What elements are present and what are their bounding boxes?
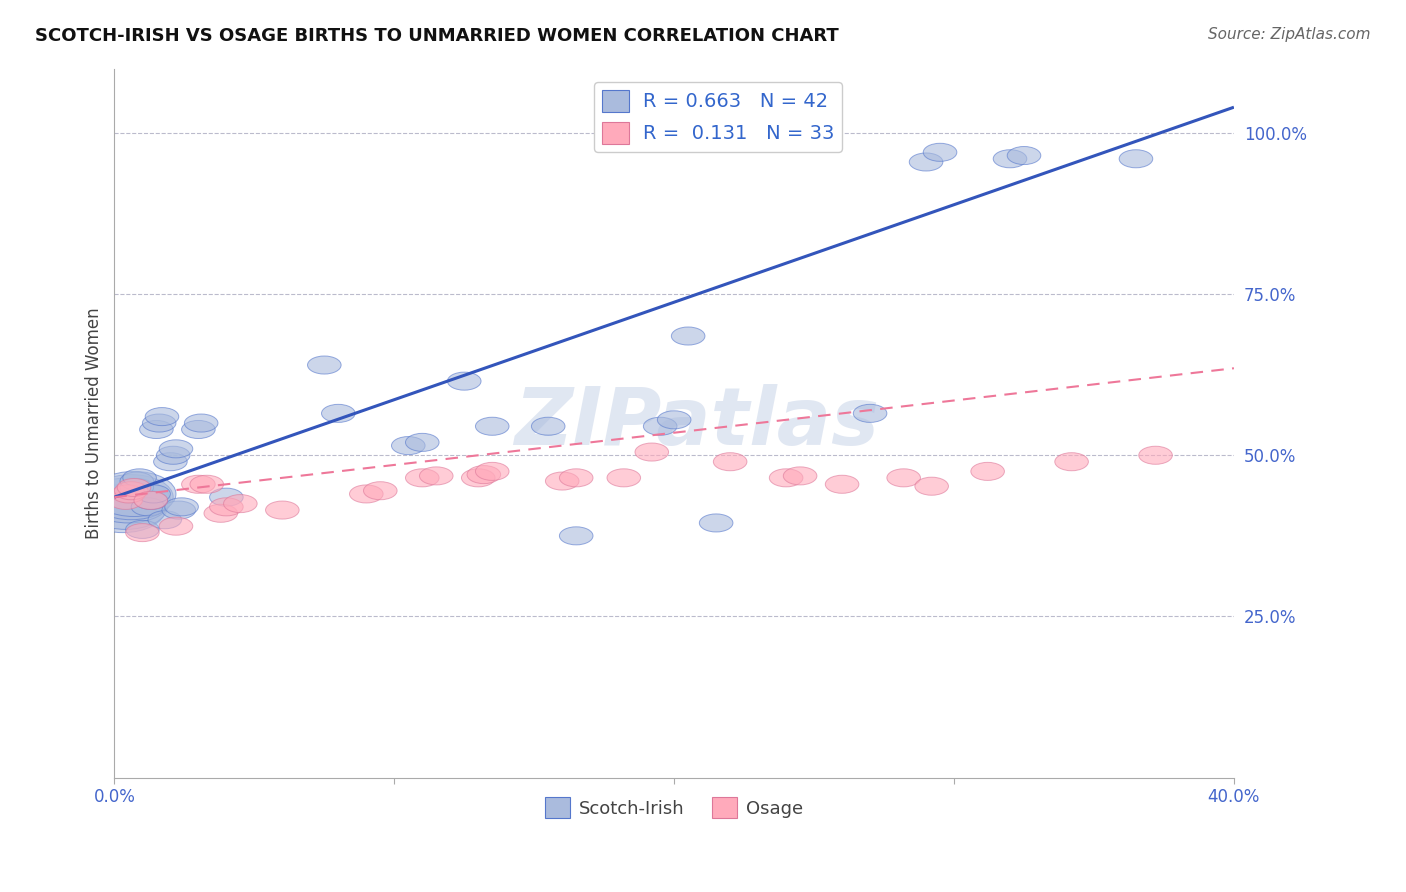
Ellipse shape: [419, 467, 453, 485]
Ellipse shape: [636, 443, 669, 461]
Ellipse shape: [89, 475, 173, 520]
Ellipse shape: [970, 462, 1004, 481]
Y-axis label: Births to Unmarried Women: Births to Unmarried Women: [86, 307, 103, 539]
Ellipse shape: [915, 477, 949, 495]
Ellipse shape: [531, 417, 565, 435]
Ellipse shape: [91, 471, 176, 516]
Ellipse shape: [111, 485, 145, 503]
Ellipse shape: [159, 440, 193, 458]
Ellipse shape: [405, 434, 439, 451]
Ellipse shape: [117, 478, 150, 497]
Ellipse shape: [120, 472, 153, 490]
Ellipse shape: [308, 356, 342, 374]
Legend: Scotch-Irish, Osage: Scotch-Irish, Osage: [537, 790, 811, 825]
Ellipse shape: [80, 488, 165, 533]
Ellipse shape: [405, 469, 439, 487]
Ellipse shape: [145, 408, 179, 425]
Ellipse shape: [350, 485, 382, 503]
Text: ZIPatlas: ZIPatlas: [515, 384, 879, 462]
Ellipse shape: [1119, 150, 1153, 168]
Ellipse shape: [156, 446, 190, 465]
Ellipse shape: [783, 467, 817, 485]
Ellipse shape: [1139, 446, 1173, 465]
Ellipse shape: [159, 517, 193, 535]
Ellipse shape: [924, 144, 957, 161]
Ellipse shape: [560, 527, 593, 545]
Ellipse shape: [825, 475, 859, 493]
Ellipse shape: [853, 404, 887, 423]
Ellipse shape: [672, 327, 704, 345]
Ellipse shape: [125, 524, 159, 541]
Ellipse shape: [153, 453, 187, 471]
Ellipse shape: [131, 498, 165, 516]
Ellipse shape: [447, 372, 481, 390]
Ellipse shape: [1054, 453, 1088, 471]
Ellipse shape: [83, 484, 167, 529]
Ellipse shape: [165, 498, 198, 516]
Ellipse shape: [142, 414, 176, 432]
Ellipse shape: [713, 453, 747, 471]
Ellipse shape: [391, 436, 425, 455]
Ellipse shape: [658, 411, 690, 429]
Ellipse shape: [910, 153, 943, 171]
Ellipse shape: [475, 462, 509, 481]
Ellipse shape: [560, 469, 593, 487]
Ellipse shape: [546, 472, 579, 490]
Ellipse shape: [364, 482, 396, 500]
Ellipse shape: [114, 482, 148, 500]
Ellipse shape: [134, 491, 167, 509]
Ellipse shape: [139, 420, 173, 439]
Ellipse shape: [769, 469, 803, 487]
Ellipse shape: [322, 404, 356, 423]
Ellipse shape: [993, 150, 1026, 168]
Ellipse shape: [467, 466, 501, 483]
Ellipse shape: [475, 417, 509, 435]
Ellipse shape: [699, 514, 733, 532]
Ellipse shape: [162, 501, 195, 519]
Text: SCOTCH-IRISH VS OSAGE BIRTHS TO UNMARRIED WOMEN CORRELATION CHART: SCOTCH-IRISH VS OSAGE BIRTHS TO UNMARRIE…: [35, 27, 839, 45]
Text: Source: ZipAtlas.com: Source: ZipAtlas.com: [1208, 27, 1371, 42]
Ellipse shape: [209, 498, 243, 516]
Ellipse shape: [184, 414, 218, 432]
Ellipse shape: [120, 478, 153, 497]
Ellipse shape: [607, 469, 641, 487]
Ellipse shape: [108, 491, 142, 509]
Ellipse shape: [209, 488, 243, 506]
Ellipse shape: [181, 420, 215, 439]
Ellipse shape: [224, 494, 257, 513]
Ellipse shape: [125, 520, 159, 539]
Ellipse shape: [266, 501, 299, 519]
Ellipse shape: [86, 478, 170, 523]
Ellipse shape: [148, 511, 181, 529]
Ellipse shape: [887, 469, 921, 487]
Ellipse shape: [204, 504, 238, 523]
Ellipse shape: [1007, 146, 1040, 164]
Ellipse shape: [122, 469, 156, 487]
Ellipse shape: [461, 469, 495, 487]
Ellipse shape: [644, 417, 676, 435]
Ellipse shape: [134, 491, 167, 509]
Ellipse shape: [136, 485, 170, 503]
Ellipse shape: [190, 475, 224, 493]
Ellipse shape: [181, 475, 215, 493]
